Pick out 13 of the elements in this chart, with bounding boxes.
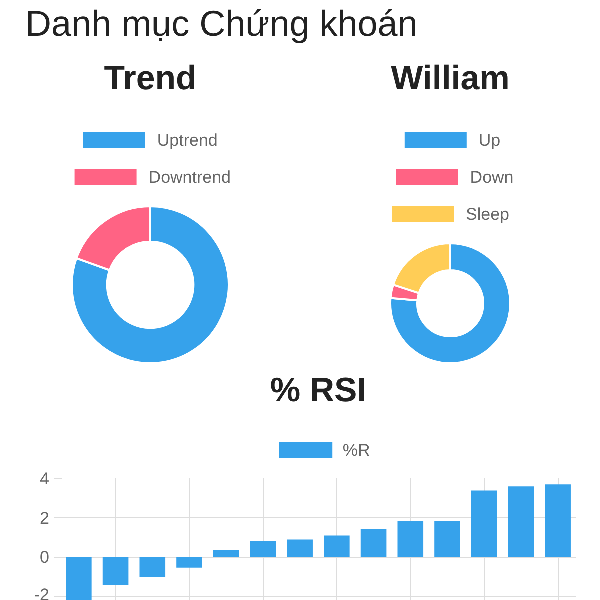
y-tick-label: 0 [40,548,50,568]
legend-label: %R [342,441,370,460]
legend-label: Up [478,131,501,150]
legend-label: Downtrend [148,168,232,187]
chart-title: % RSI [270,372,367,410]
chart-title: William [391,60,510,98]
y-tick-label: 2 [40,508,50,528]
text: Danh mục Chứng khoán [26,3,418,44]
chart-title: Trend [104,60,197,98]
legend-label: Sleep [466,205,510,224]
legend-label: Down [470,168,514,187]
y-tick-label: 4 [40,470,50,488]
legend-label: Uptrend [157,131,218,150]
